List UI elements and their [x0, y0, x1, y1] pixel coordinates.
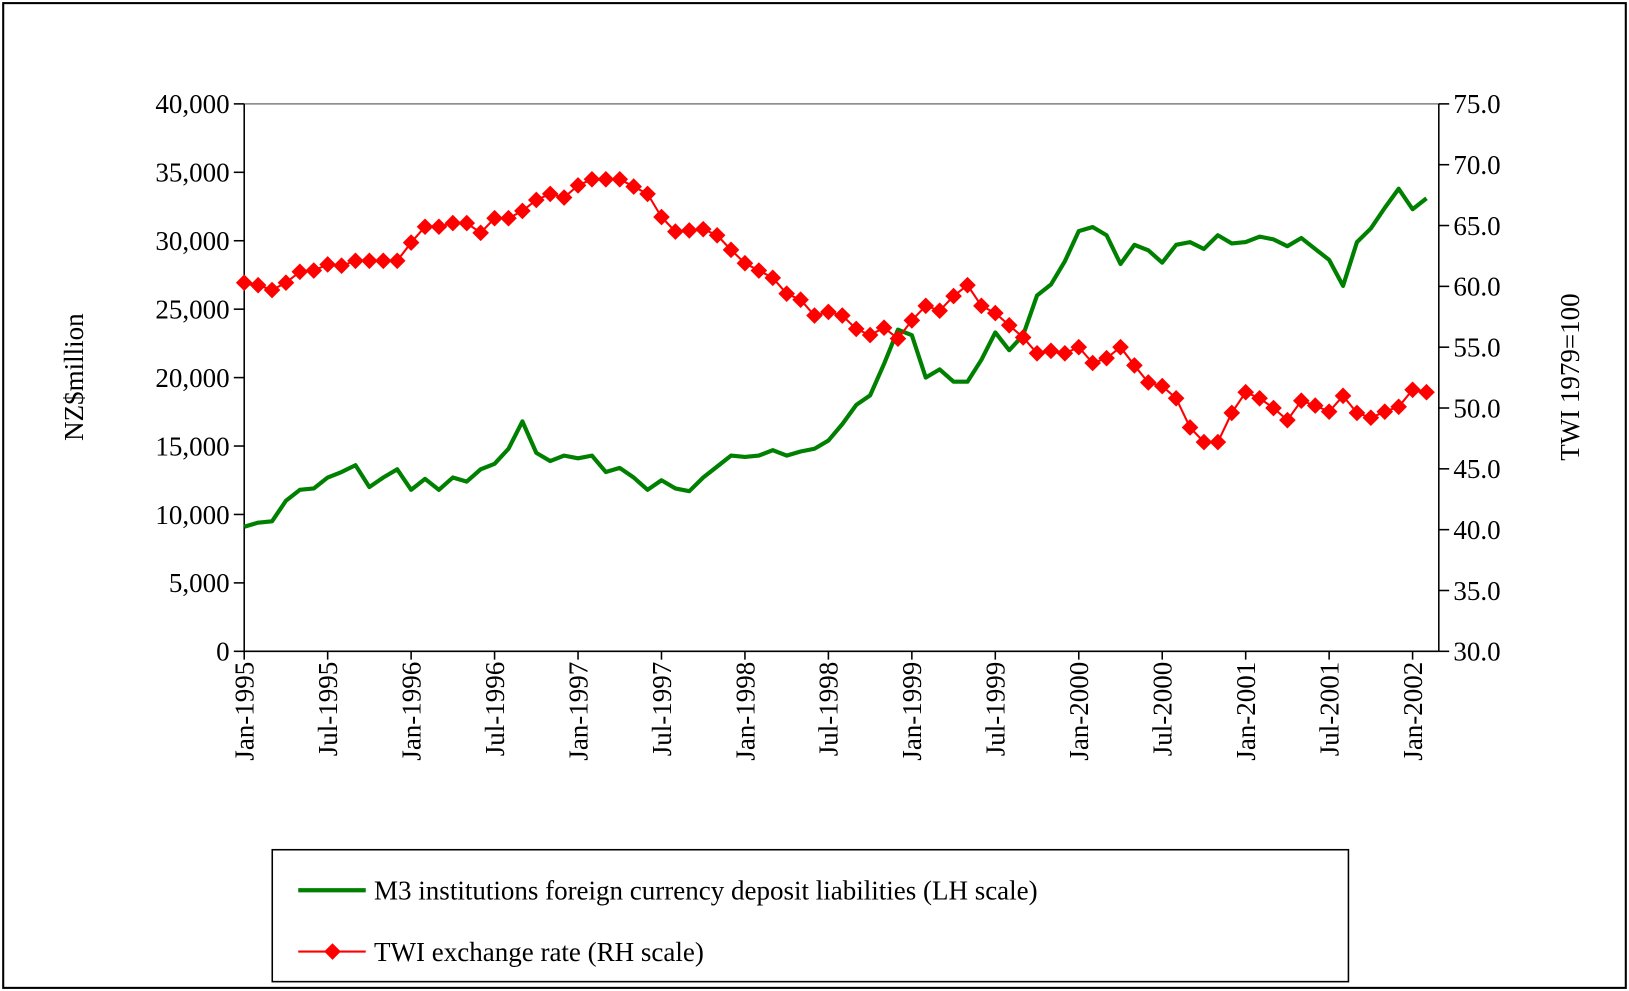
data-point: [820, 303, 837, 321]
x-tick-label: Jan-1996: [396, 662, 426, 761]
data-point: [1279, 411, 1296, 429]
x-tick-label: Jul-1998: [814, 662, 844, 757]
x-tick-label: Jan-1998: [730, 662, 760, 761]
data-point: [235, 274, 253, 292]
y2-tick-label: 65.0: [1453, 211, 1500, 241]
x-tick-label: Jan-1997: [563, 662, 593, 761]
data-point: [1306, 397, 1324, 414]
data-point: [486, 209, 503, 227]
y-tick-label: 10,000: [155, 500, 229, 530]
y2-tick-label: 45.0: [1453, 454, 1500, 484]
data-point: [500, 209, 517, 227]
data-point: [764, 269, 782, 287]
data-point: [402, 234, 420, 251]
y-tick-label: 40,000: [155, 89, 229, 119]
data-point: [1390, 398, 1407, 416]
y-tick-label: 25,000: [155, 295, 229, 325]
data-point: [917, 297, 935, 315]
data-point: [555, 189, 573, 206]
data-point: [847, 320, 865, 338]
data-point: [1112, 338, 1129, 356]
x-tick-label: Jul-1997: [647, 662, 677, 757]
data-point: [736, 254, 754, 272]
y2-tick-label: 30.0: [1453, 637, 1500, 667]
data-point: [1140, 374, 1157, 391]
data-point: [931, 302, 948, 319]
data-point: [1320, 403, 1338, 420]
x-tick-label: Jul-1999: [981, 662, 1011, 757]
series-line: [243, 186, 1428, 529]
y-tick-label: 5,000: [169, 568, 230, 598]
x-tick-label: Jan-1995: [230, 662, 260, 761]
x-tick-label: Jul-2001: [1314, 662, 1344, 757]
data-point: [277, 274, 295, 292]
legend-label: TWI exchange rate (RH scale): [374, 937, 704, 967]
x-tick-label: Jul-1996: [480, 662, 510, 757]
x-tick-label: Jan-2001: [1231, 662, 1261, 761]
x-tick-label: Jan-1999: [897, 662, 927, 761]
data-point: [1167, 389, 1185, 407]
data-point: [778, 285, 795, 302]
data-point: [987, 304, 1004, 322]
y2-tick-label: 55.0: [1453, 333, 1500, 363]
x-tick-label: Jul-1995: [313, 662, 343, 757]
data-point: [625, 178, 642, 195]
x-tick-label: Jan-2002: [1398, 662, 1428, 761]
y-tick-label: 0: [216, 637, 229, 667]
data-point: [514, 202, 531, 220]
legend-label: M3 institutions foreign currency deposit…: [374, 876, 1038, 906]
data-point: [708, 226, 726, 244]
data-point: [750, 262, 768, 279]
data-point: [973, 297, 990, 315]
y2-tick-label: 35.0: [1453, 576, 1500, 606]
data-point: [583, 170, 601, 188]
data-point: [541, 185, 559, 203]
y2-tick-label: 60.0: [1453, 272, 1500, 302]
data-point: [333, 257, 350, 274]
data-point: [1362, 409, 1380, 427]
y2-tick-label: 70.0: [1453, 150, 1500, 180]
data-point: [1376, 403, 1394, 420]
data-point: [1000, 316, 1018, 334]
data-point: [611, 170, 629, 188]
y-tick-label: 20,000: [155, 363, 229, 393]
legend-marker: [324, 943, 341, 960]
data-point: [1223, 404, 1241, 422]
data-point: [639, 185, 656, 203]
data-point: [833, 307, 851, 324]
data-point: [1348, 404, 1366, 422]
y-axis-label: NZ$million: [59, 313, 89, 441]
data-point: [653, 208, 670, 226]
data-point: [1404, 381, 1421, 399]
data-point: [527, 191, 545, 209]
data-point: [1153, 377, 1171, 395]
x-tick-label: Jul-2000: [1148, 662, 1178, 757]
y2-tick-label: 50.0: [1453, 393, 1500, 423]
data-point: [667, 223, 684, 240]
y-tick-label: 30,000: [155, 226, 229, 256]
legend-box: [271, 848, 1350, 983]
data-point: [694, 220, 712, 238]
y2-axis-label: TWI 1979=100: [1555, 293, 1585, 460]
data-point: [1251, 389, 1268, 407]
y2-tick-label: 75.0: [1453, 89, 1500, 119]
data-point: [806, 307, 823, 324]
data-point: [569, 177, 587, 194]
y2-tick-label: 40.0: [1453, 515, 1500, 545]
y-tick-label: 35,000: [155, 158, 229, 188]
data-point: [444, 214, 462, 232]
data-point: [458, 214, 476, 232]
data-point: [1070, 338, 1088, 356]
x-tick-label: Jan-2000: [1064, 662, 1094, 761]
data-point: [1042, 342, 1060, 360]
data-point: [1084, 354, 1101, 372]
data-point: [597, 170, 615, 188]
data-point: [680, 222, 698, 239]
y-tick-label: 15,000: [155, 431, 229, 461]
data-point: [1181, 419, 1199, 436]
